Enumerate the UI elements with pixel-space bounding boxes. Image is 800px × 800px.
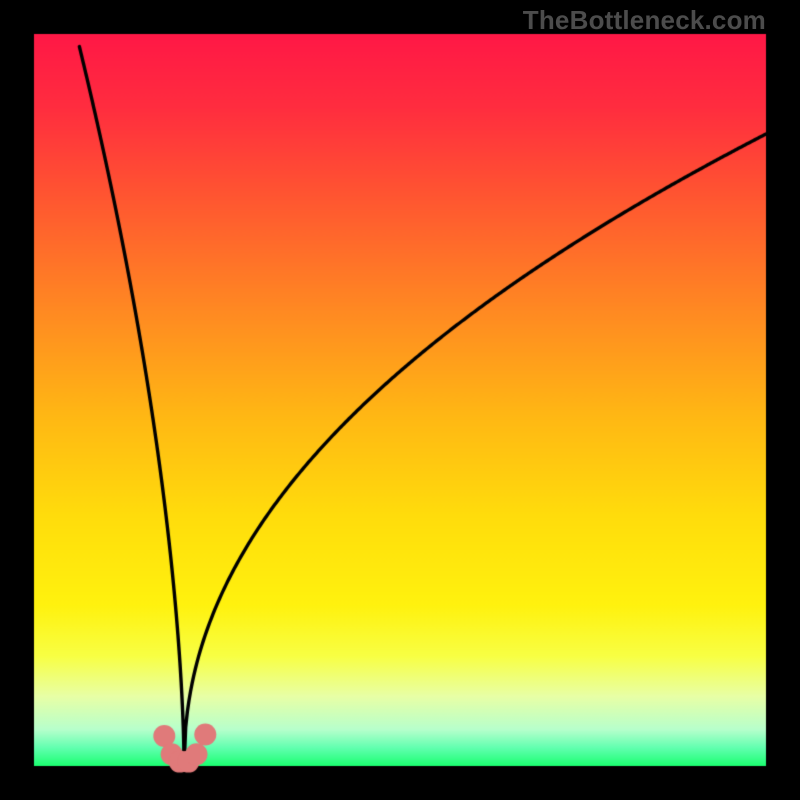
watermark-label: TheBottleneck.com (523, 5, 766, 36)
chart-stage: TheBottleneck.com (0, 0, 800, 800)
bottleneck-plot-canvas (0, 0, 800, 800)
